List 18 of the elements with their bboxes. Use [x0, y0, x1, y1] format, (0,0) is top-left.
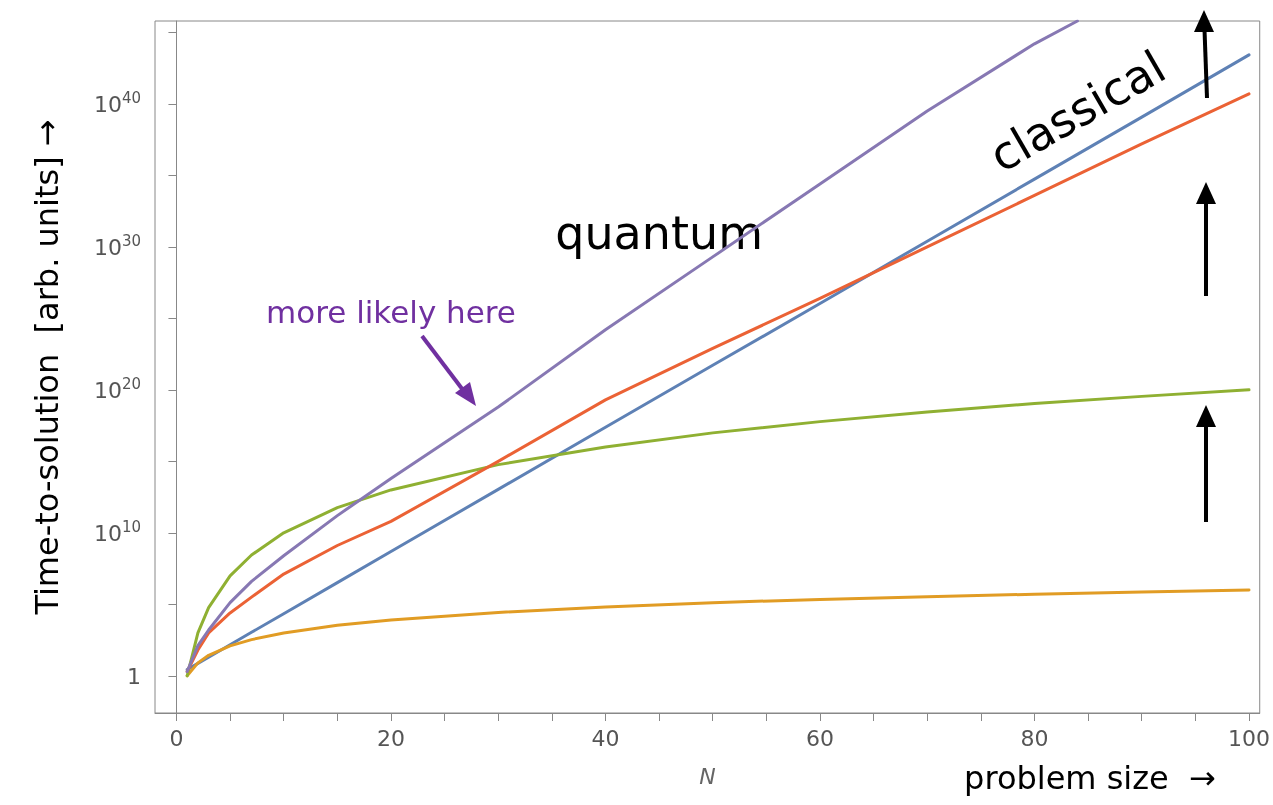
annotation: more likely here [265, 293, 516, 330]
x-tick-label: 0 [169, 725, 184, 751]
x-tick-label: 40 [591, 725, 620, 751]
annotation: quantum [555, 205, 763, 260]
y-tick-label: 10$^{10}$ [93, 517, 141, 546]
x-axis-title: N [699, 763, 716, 789]
y-tick-label: 1 [127, 663, 141, 689]
y-tick-label: 10$^{20}$ [93, 374, 141, 403]
text: problem size → [964, 759, 1216, 797]
line-series [185, 388, 1251, 678]
x-tick-label: 100 [1228, 725, 1270, 751]
x-tick-label: 80 [1020, 725, 1049, 751]
y-tick-label: 10$^{30}$ [93, 231, 141, 260]
y-axis-title: Time-to-solution [arb. units] → [28, 119, 66, 616]
y-tick-label: 10$^{40}$ [93, 88, 141, 117]
x-tick-label: 60 [805, 725, 834, 751]
x-tick-label: 20 [376, 725, 405, 751]
line-series [185, 588, 1251, 678]
